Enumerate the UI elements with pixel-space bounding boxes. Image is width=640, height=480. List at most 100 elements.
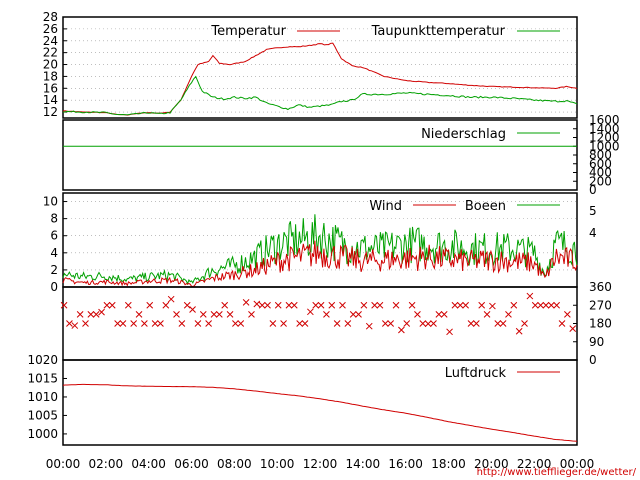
wind-direction-marker [419, 320, 427, 327]
wind-direction-marker [215, 311, 223, 318]
temperature-y-tick-label: 20 [43, 58, 58, 72]
wind-direction-marker [446, 328, 453, 336]
wind-direction-marker [467, 320, 475, 327]
temperature-y-tick-label: 24 [43, 34, 58, 48]
precipitation-y-tick-label: 0 [589, 183, 597, 197]
wind-direction-marker [221, 301, 229, 309]
wind-direction-marker [489, 302, 496, 310]
time-tick-label: 20:00 [474, 457, 509, 471]
wind-direction-marker [296, 320, 304, 327]
wind-direction-marker [440, 311, 448, 318]
wind-direction-marker [119, 320, 127, 327]
wind-direction-marker [103, 301, 111, 309]
legend-niederschlag: Niederschlag [421, 127, 506, 142]
wind-direction-y-tick-label: 90 [589, 335, 604, 349]
wind-direction-marker [146, 301, 154, 309]
wind-y-tick-label: 2 [50, 263, 58, 277]
wind-direction-marker [141, 320, 148, 327]
wind-series [62, 214, 578, 288]
wind-direction-marker [328, 301, 336, 309]
wind-direction-marker [381, 320, 389, 327]
wind-direction-marker [301, 320, 309, 327]
temperature-y-tick-label: 14 [43, 93, 58, 107]
wind-direction-marker [323, 311, 330, 318]
time-tick-label: 08:00 [217, 457, 252, 471]
wind-direction-marker [178, 320, 186, 327]
wind-direction-marker [317, 301, 325, 309]
wind-y-tick-label: 10 [43, 195, 58, 209]
wind-direction-marker [87, 311, 95, 318]
wind-direction-marker [280, 320, 287, 327]
wind-direction-marker [173, 311, 180, 318]
wind-direction-marker [71, 322, 79, 329]
wind-direction-marker [264, 301, 271, 309]
wind-direction-marker [269, 320, 277, 327]
pressure-frame [62, 359, 578, 446]
pressure-y-tick-label: 1005 [27, 408, 58, 422]
wind-direction-marker [521, 320, 528, 327]
wind-direction-marker [108, 301, 116, 309]
wind-direction-marker [483, 311, 491, 318]
wind-direction-marker [494, 320, 502, 327]
legend-temperatur: Temperatur [210, 24, 286, 39]
wind-direction-marker [403, 320, 411, 327]
wind-direction-marker [553, 301, 561, 309]
precipitation-y-tick-label: 400 [589, 166, 612, 180]
time-tick-label: 00:00 [560, 457, 595, 471]
wind-direction-marker [355, 311, 362, 318]
wind-direction-marker [365, 322, 373, 330]
temperature-series-taupunkt [62, 75, 578, 116]
wind-direction-marker [392, 301, 400, 309]
wind-direction-marker [205, 320, 212, 327]
wind-y-tick-label: 4 [50, 246, 58, 260]
time-tick-label: 16:00 [388, 457, 423, 471]
wind-direction-marker [499, 320, 507, 327]
wind-direction-marker [92, 311, 100, 318]
wind-direction-marker [162, 301, 170, 309]
wind-direction-marker [408, 301, 416, 309]
wind-direction-marker [430, 320, 437, 327]
wind-direction-marker [157, 320, 164, 327]
wind-direction-marker [76, 311, 84, 318]
pressure-y-tick-label: 1015 [27, 371, 58, 385]
precipitation-y-tick-label: 1400 [589, 122, 620, 136]
footer-url[interactable]: http://www.tiefflieger.de/wetter/ [477, 467, 637, 478]
wind-y-ticks: 0 2 4 6 8 10 4 5 [43, 195, 597, 294]
wind-direction-marker [451, 301, 459, 309]
wind-direction-marker [360, 301, 368, 309]
pressure-series [62, 383, 578, 442]
time-tick-label: 02:00 [89, 457, 124, 471]
wind-direction-marker [344, 320, 352, 327]
wind-direction-marker [248, 311, 255, 318]
time-tick-label: 10:00 [260, 457, 295, 471]
legend-boeen: Boeen [465, 199, 506, 214]
temperature-y-tick-label: 22 [43, 46, 58, 60]
wind-direction-marker [60, 301, 68, 309]
wind-direction-marker [290, 301, 298, 309]
temperature-y-tick-label: 16 [43, 81, 58, 95]
wind-direction-marker [274, 301, 282, 309]
wind-direction-marker [526, 292, 534, 300]
wind-series-wind [62, 240, 578, 288]
wind-direction-marker [237, 320, 245, 327]
pressure-y-ticks: 1000 1005 1010 1015 1020 [27, 353, 67, 441]
precipitation-y-tick-label: 600 [589, 157, 612, 171]
wind-direction-marker [569, 325, 577, 332]
precipitation-y-tick-label: 800 [589, 148, 612, 162]
wind-direction-marker [98, 308, 105, 316]
time-tick-label: 22:00 [517, 457, 552, 471]
wind-direction-marker [505, 311, 512, 318]
wind-direction-marker [183, 301, 191, 309]
precipitation-y-tick-label: 1200 [589, 131, 620, 145]
wind-y-right-tick-label: 5 [589, 204, 597, 218]
wind-panel: 0 2 4 6 8 10 4 5 Wind Boeen [43, 192, 597, 294]
time-tick-label: 18:00 [431, 457, 466, 471]
wind-y-right-tick-label: 4 [589, 226, 597, 240]
wind-direction-marker [542, 301, 550, 309]
temperature-frame [62, 16, 578, 119]
wind-direction-frame [62, 286, 578, 361]
wind-direction-y-tick-label: 0 [589, 353, 597, 367]
